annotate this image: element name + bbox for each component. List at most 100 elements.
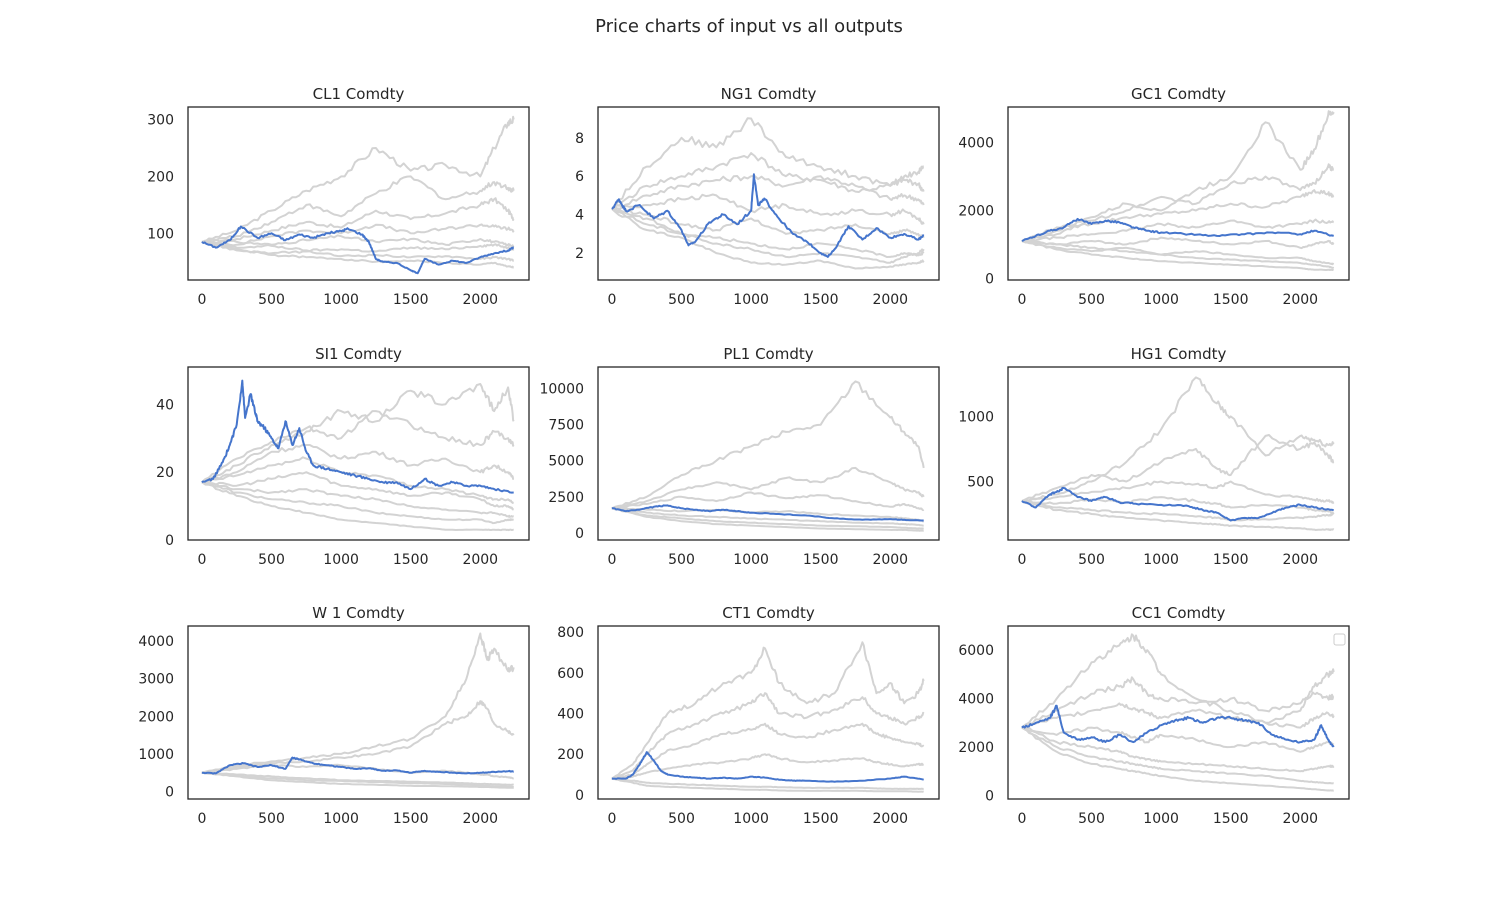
output-series-line	[1021, 189, 1335, 242]
output-series-line	[1021, 110, 1335, 242]
x-tick-label: 1000	[733, 292, 769, 308]
output-series-line	[611, 208, 925, 258]
x-tick-label: 0	[1017, 811, 1026, 827]
series-group	[1021, 633, 1335, 792]
input-series-line	[611, 504, 924, 522]
x-tick-label: 1500	[393, 552, 429, 568]
input-series-line	[201, 225, 515, 275]
output-series-line	[1021, 726, 1335, 792]
output-series-line	[611, 722, 925, 780]
x-tick-label: 1000	[733, 811, 769, 827]
x-tick-label: 2000	[1282, 811, 1318, 827]
output-series-line	[1021, 480, 1335, 504]
x-tick-label: 500	[258, 811, 285, 827]
axes-frame	[187, 366, 530, 541]
y-tick-label: 300	[147, 113, 174, 129]
x-tick-label: 2000	[462, 292, 498, 308]
series-group	[1021, 376, 1335, 531]
x-tick-label: 2000	[872, 552, 908, 568]
output-series-line	[1021, 702, 1335, 729]
output-series-line	[201, 771, 515, 789]
x-tick-label: 2000	[1282, 552, 1318, 568]
x-tick-label: 1500	[393, 811, 429, 827]
output-series-line	[201, 481, 515, 525]
y-tick-label: 0	[575, 526, 584, 542]
x-tick-label: 1500	[1213, 811, 1249, 827]
x-tick-label: 2000	[1282, 292, 1318, 308]
output-series-line	[201, 223, 515, 247]
output-series-line	[201, 240, 515, 253]
y-tick-label: 7500	[548, 418, 584, 434]
x-tick-label: 2000	[462, 552, 498, 568]
output-series-line	[201, 383, 515, 484]
x-tick-label: 500	[668, 292, 695, 308]
output-series-line	[201, 771, 515, 786]
x-tick-label: 0	[1017, 292, 1026, 308]
x-tick-label: 1500	[803, 552, 839, 568]
output-series-line	[1021, 376, 1335, 502]
subplot-title: HG1 Comdty	[1131, 345, 1227, 363]
axes-frame	[1007, 625, 1350, 800]
output-series-line	[201, 471, 515, 511]
axes-frame	[597, 625, 940, 800]
output-series-line	[611, 466, 925, 510]
y-tick-label: 4000	[138, 634, 174, 650]
axes-frame	[187, 625, 530, 800]
output-series-line	[201, 175, 515, 244]
x-tick-label: 1500	[1213, 292, 1249, 308]
output-series-line	[201, 197, 515, 244]
axes-frame	[187, 106, 530, 281]
legend-box	[1333, 633, 1346, 646]
y-tick-label: 2000	[958, 203, 994, 219]
x-tick-label: 0	[197, 552, 206, 568]
subplot-title: GC1 Comdty	[1131, 85, 1226, 103]
x-tick-label: 1000	[1143, 552, 1179, 568]
subplot-title: NG1 Comdty	[721, 85, 817, 103]
subplot-title: CC1 Comdty	[1132, 604, 1226, 622]
x-tick-label: 1500	[393, 292, 429, 308]
y-tick-label: 200	[147, 169, 174, 185]
y-tick-label: 4000	[958, 136, 994, 152]
x-tick-label: 0	[197, 292, 206, 308]
subplot-hg1-comdty: HG1 Comdty 0 500 1000 1500 2000 500 1000	[958, 345, 1350, 568]
output-series-line	[611, 507, 925, 530]
subplot-cc1-comdty: CC1 Comdty 0 500 1000 1500 2000 0 2000 4000 6000	[958, 604, 1350, 827]
subplot-si1-comdty: SI1 Comdty 0 500 1000 1500 2000 0 20 40	[156, 345, 530, 568]
output-series-line	[201, 240, 515, 262]
x-tick-label: 500	[1078, 811, 1105, 827]
x-tick-label: 1000	[323, 552, 359, 568]
y-tick-label: 100	[147, 226, 174, 242]
y-tick-label: 0	[985, 271, 994, 287]
x-tick-label: 500	[668, 552, 695, 568]
x-tick-label: 2000	[872, 811, 908, 827]
output-series-line	[611, 208, 925, 270]
axes-frame	[597, 366, 940, 541]
output-series-line	[201, 240, 515, 269]
series-group	[201, 115, 515, 275]
input-series-line	[611, 751, 924, 783]
series-group	[1021, 110, 1335, 271]
y-tick-label: 2	[575, 246, 584, 262]
y-tick-label: 500	[967, 474, 994, 490]
series-group	[611, 641, 925, 793]
x-tick-label: 1000	[733, 552, 769, 568]
y-tick-label: 2500	[548, 490, 584, 506]
output-series-line	[1021, 434, 1335, 502]
x-tick-label: 500	[258, 552, 285, 568]
output-series-line	[1021, 726, 1335, 753]
axes-frame	[1007, 106, 1350, 281]
axes-frame	[1007, 366, 1350, 541]
output-series-line	[201, 700, 515, 774]
output-series-line	[1021, 633, 1335, 729]
y-tick-label: 10000	[539, 382, 584, 398]
output-series-line	[611, 641, 925, 780]
y-tick-label: 400	[557, 707, 584, 723]
y-tick-label: 5000	[548, 454, 584, 470]
y-tick-label: 4000	[958, 692, 994, 708]
y-tick-label: 40	[156, 397, 174, 413]
x-tick-label: 1000	[323, 292, 359, 308]
series-group	[201, 632, 515, 789]
y-tick-label: 20	[156, 465, 174, 481]
series-group	[611, 380, 925, 532]
x-tick-label: 500	[1078, 552, 1105, 568]
